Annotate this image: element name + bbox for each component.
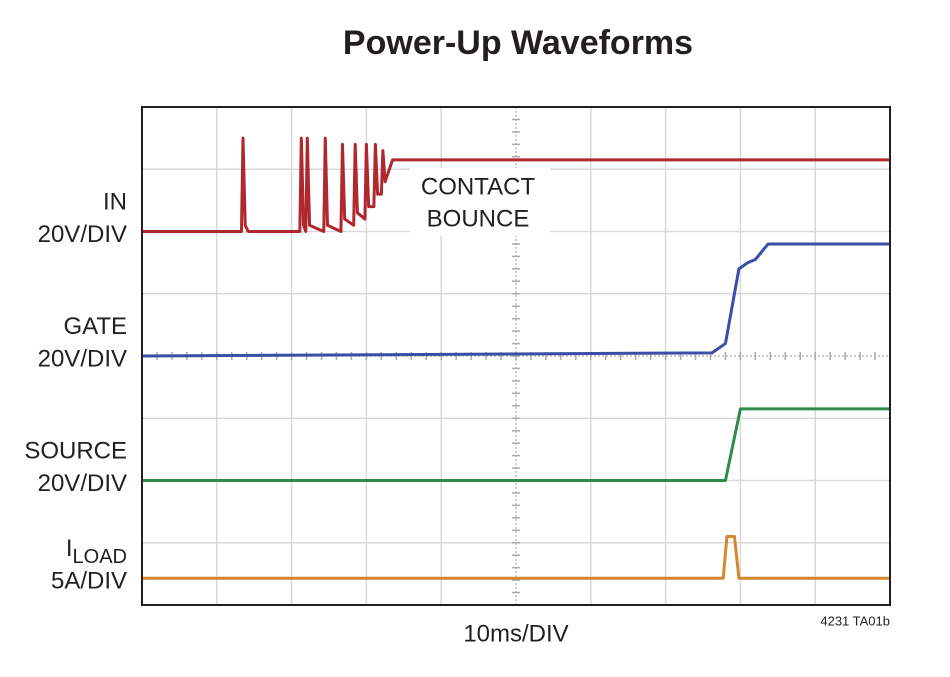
annotation: CONTACT [421, 173, 536, 200]
trace [141, 242, 890, 358]
series-name: GATE [63, 313, 127, 340]
series-label: IN [103, 189, 127, 216]
series-label: ILOAD [66, 536, 127, 569]
series-scale: 20V/DIV [38, 345, 127, 372]
plot-border [141, 106, 891, 606]
annotation: BOUNCE [427, 205, 530, 232]
trace [142, 407, 890, 482]
series-scale: 20V/DIV [38, 470, 127, 497]
series-scale: 5A/DIV [51, 568, 127, 595]
series-name-subscript: LOAD [73, 547, 127, 569]
series-name: I [66, 536, 73, 563]
trace [142, 136, 890, 233]
series-label: SOURCE [24, 438, 127, 465]
chart-title: Power-Up Waveforms [343, 24, 693, 62]
annotation-background [410, 168, 550, 236]
series-name: IN [103, 189, 127, 216]
traces [141, 136, 890, 580]
figure-note: 4231 TA01b [820, 613, 890, 628]
series-name: SOURCE [24, 438, 127, 465]
series-label: GATE [63, 313, 127, 340]
series-scale: 20V/DIV [38, 221, 127, 248]
x-axis-label: 10ms/DIV [463, 620, 568, 647]
trace [142, 535, 890, 580]
